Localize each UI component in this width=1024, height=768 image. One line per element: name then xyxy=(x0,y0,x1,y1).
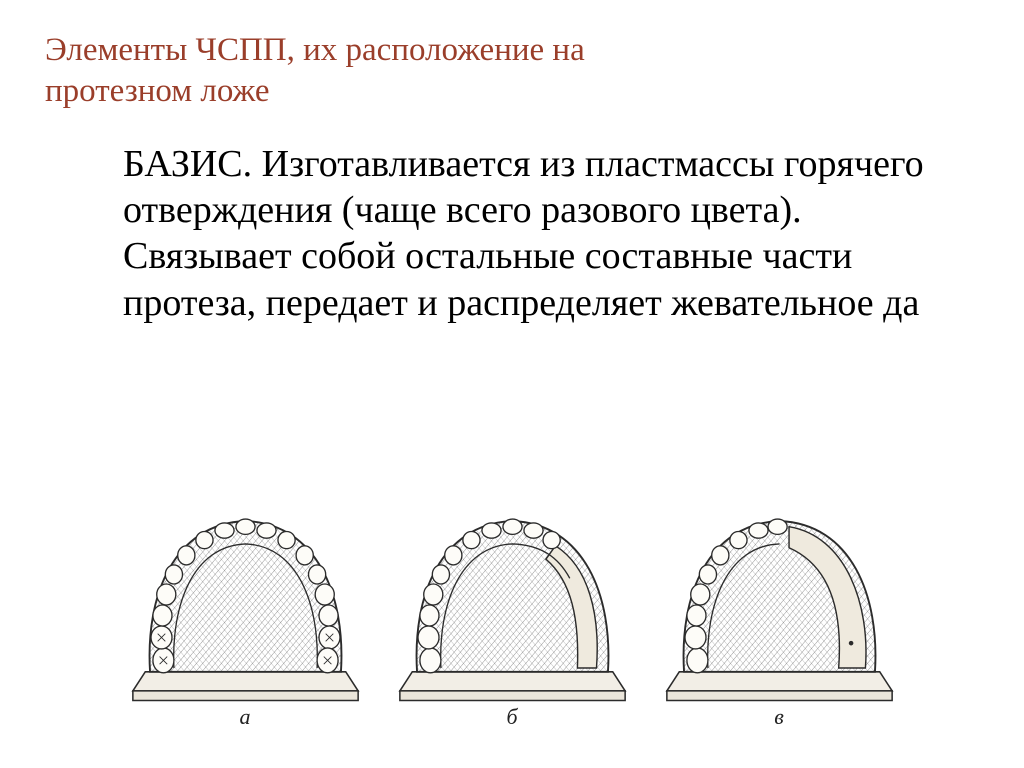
slide-title: Элементы ЧСПП, их расположение на протез… xyxy=(45,30,979,113)
figure-row: а xyxy=(0,500,1024,730)
figure-a: а xyxy=(118,500,373,730)
title-line-1: Элементы ЧСПП, их расположение на xyxy=(45,32,585,68)
title-line-2: протезном ложе xyxy=(45,73,270,109)
figure-b: б xyxy=(385,500,640,730)
figure-label: б xyxy=(506,704,517,730)
slide: Элементы ЧСПП, их расположение на протез… xyxy=(0,0,1024,768)
figure-label: в xyxy=(774,704,784,730)
body-paragraph: БАЗИС. Изготавливается из пластмассы гор… xyxy=(45,141,979,326)
dental-arch-icon xyxy=(652,500,907,710)
dental-arch-icon xyxy=(118,500,373,710)
figure-c: в xyxy=(652,500,907,730)
dental-arch-icon xyxy=(385,500,640,710)
figure-label: а xyxy=(240,704,251,730)
